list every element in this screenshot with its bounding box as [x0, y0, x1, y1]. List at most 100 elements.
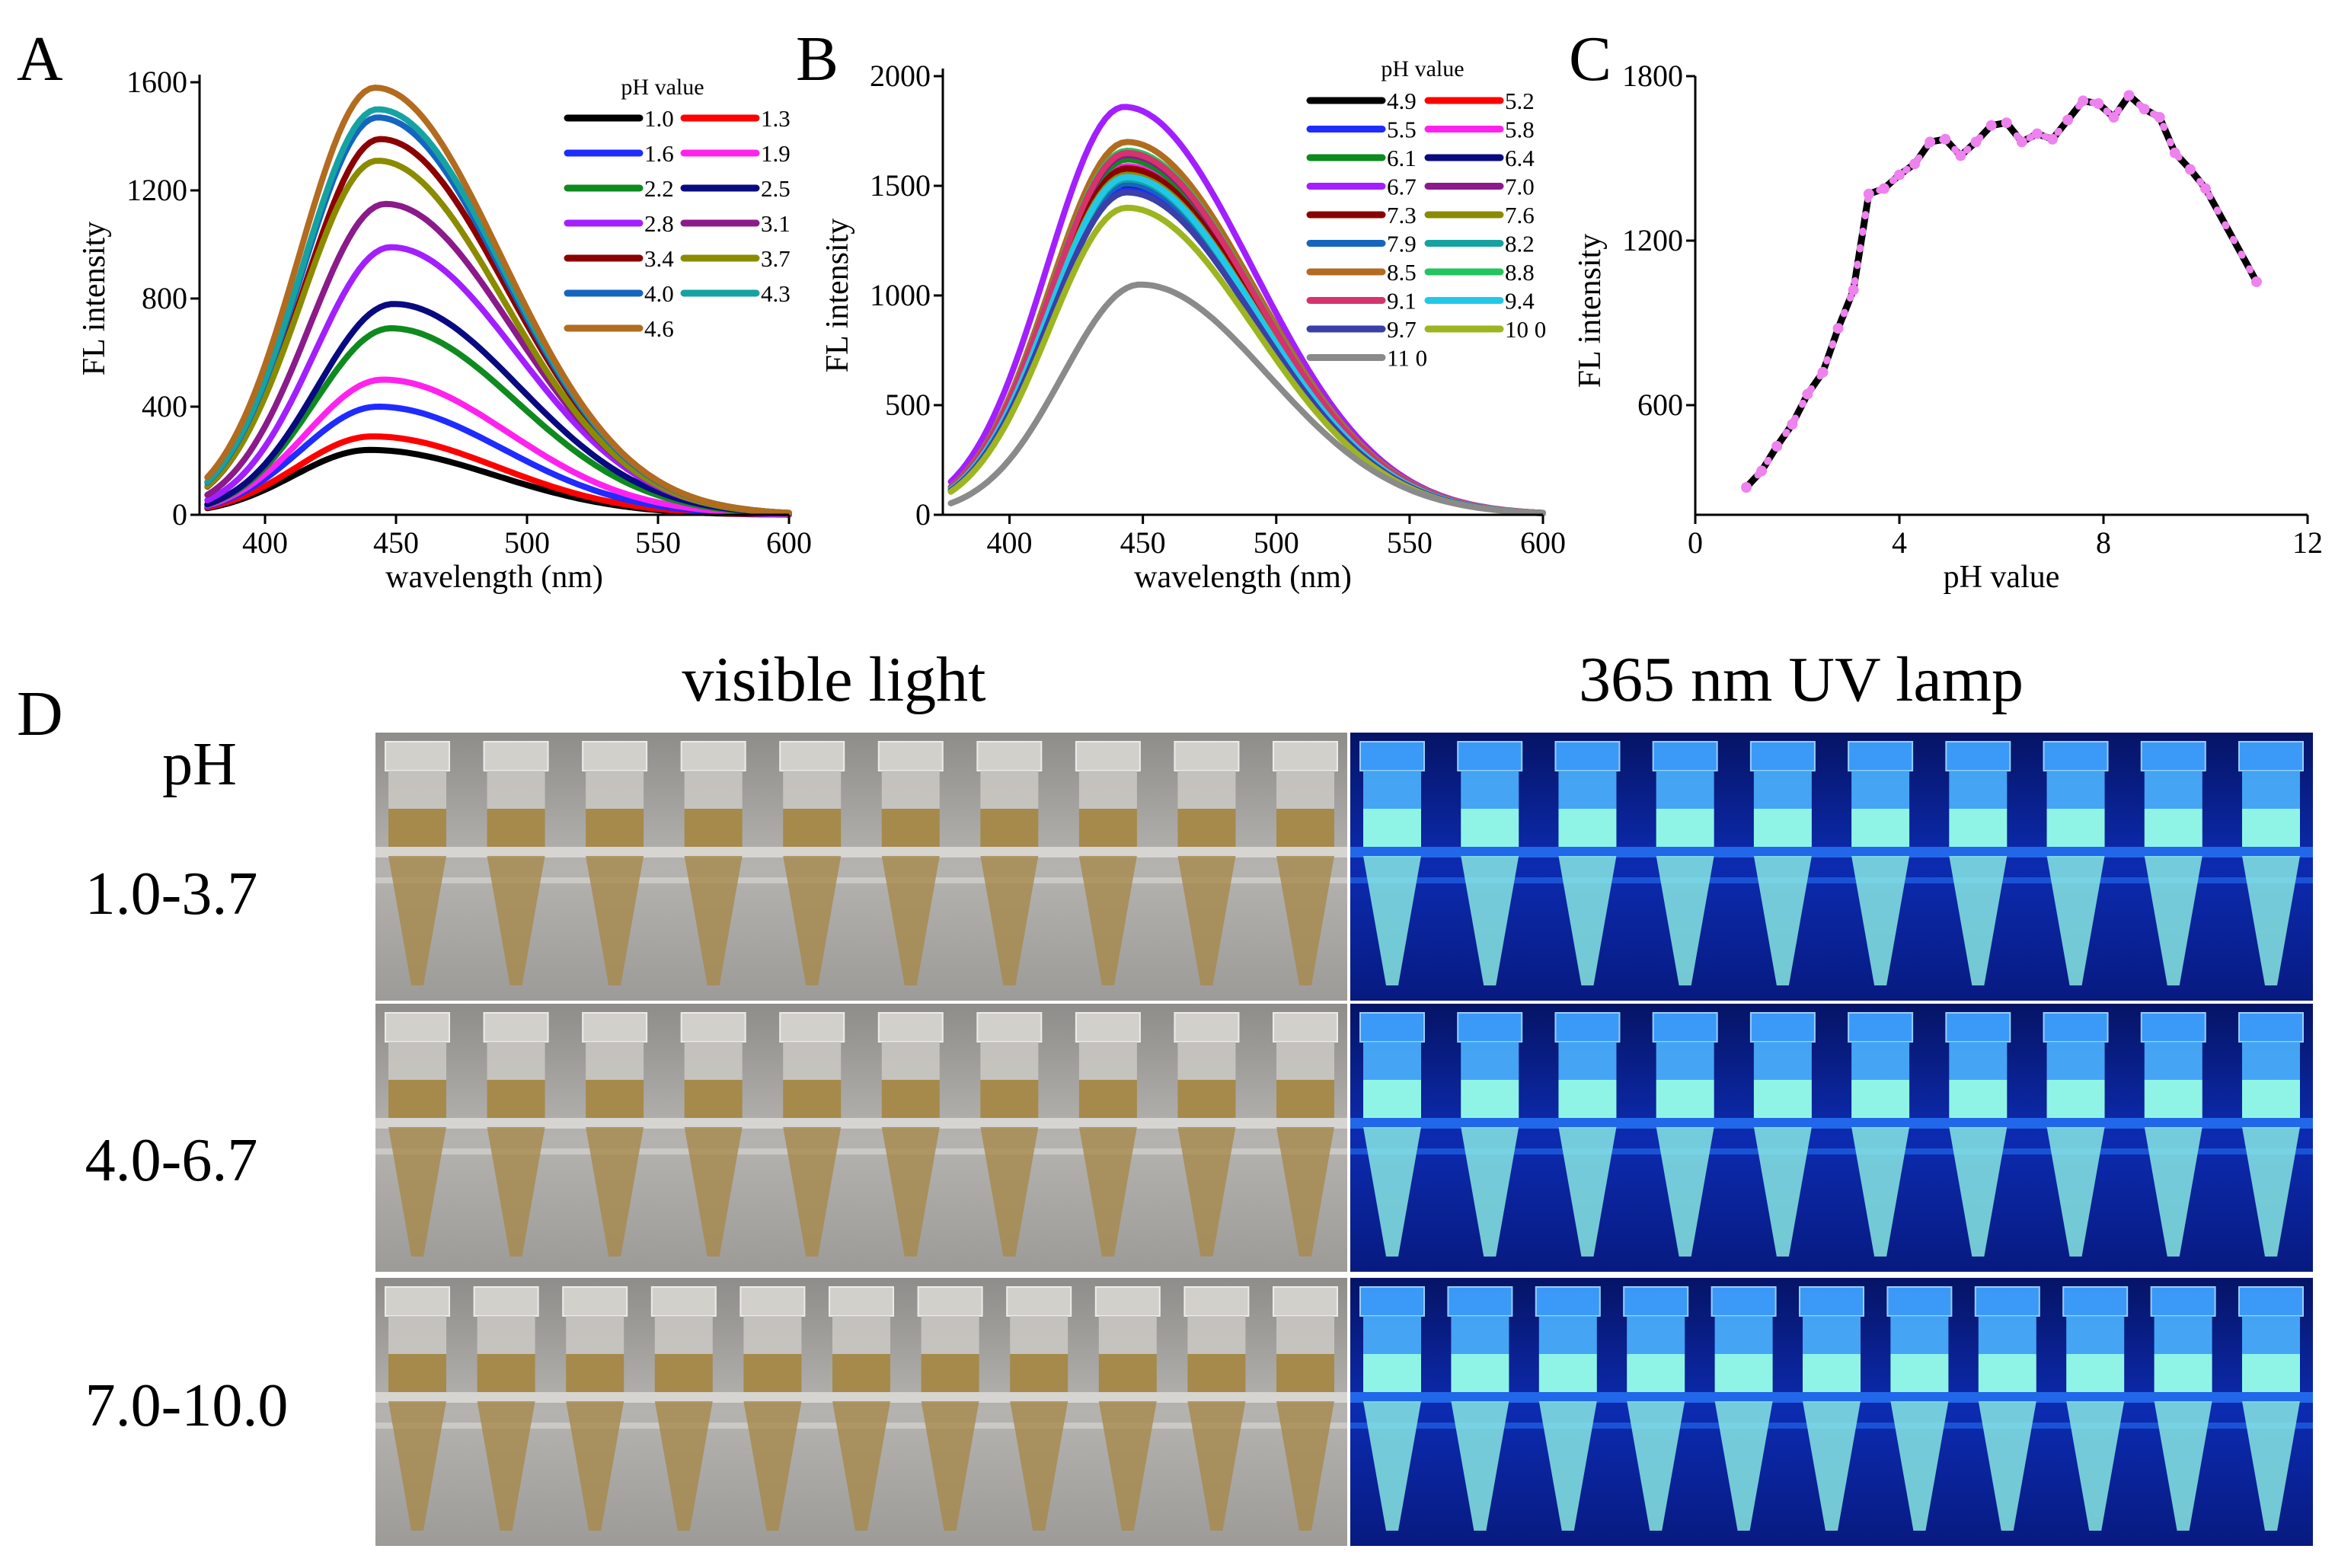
tube-lid [877, 1012, 944, 1043]
x-axis-title: pH value [1944, 560, 2060, 595]
tube [1447, 1286, 1513, 1531]
legend-label-8.5: 8.5 [1387, 259, 1417, 286]
tube-upper-body [2046, 1042, 2105, 1080]
panel-a-axes: 400 450 500 550 600 0 400 800 1200 1600 wavelength… [77, 65, 812, 595]
tube-upper-body [1276, 1042, 1334, 1080]
panel-c-point-ph-4 [1894, 169, 1905, 180]
tube-liquid [477, 1354, 535, 1392]
tube-cone [783, 1127, 842, 1257]
tube-upper-body [1010, 1316, 1068, 1354]
panel-c-point-ph-6.1 [2001, 117, 2012, 129]
tube-cone [2144, 1127, 2202, 1257]
legend-label-3.7: 3.7 [761, 245, 791, 272]
tube-lid [739, 1286, 806, 1317]
tube [2043, 1012, 2109, 1257]
tube-upper-body [2242, 771, 2300, 809]
tube-upper-body [1276, 1316, 1334, 1354]
y-tick-label: 1200 [126, 173, 187, 207]
tube-upper-body [477, 1316, 535, 1354]
tube-lid [779, 741, 845, 771]
tube-liquid [783, 1080, 842, 1118]
tube-liquid [921, 1354, 979, 1392]
tube-upper-body [487, 771, 545, 809]
tube-cone [1627, 1401, 1685, 1531]
panel-c-point-ph-6.4 [2016, 136, 2027, 148]
tube-liquid [1627, 1354, 1685, 1392]
ph-row-heading: pH [162, 731, 237, 798]
tube-liquid [1010, 1354, 1068, 1392]
tube-upper-body [1461, 1042, 1519, 1080]
tube-cone [586, 1127, 644, 1257]
tube [483, 1012, 549, 1257]
tube-lid [2238, 1286, 2304, 1317]
tube-upper-body [1098, 1316, 1157, 1354]
panel-c-point-ph-2.2 [1802, 388, 1813, 400]
tube-lid [2238, 1012, 2304, 1043]
tube-liquid [1098, 1354, 1157, 1392]
tube-liquid [1656, 1080, 1714, 1118]
tube [1749, 1012, 1816, 1257]
tube [385, 741, 450, 985]
legend-label-7.3: 7.3 [1387, 202, 1417, 228]
legend-label-9.7: 9.7 [1387, 316, 1417, 343]
tube-lid [1848, 1012, 1914, 1043]
uv-lamp-title: 365 nm UV lamp [1579, 644, 2024, 715]
tube-cone [1851, 1127, 1910, 1257]
tube-cone [881, 856, 940, 985]
tube-cone [1098, 1401, 1157, 1531]
panel-c-point-ph-9.1 [2154, 112, 2165, 123]
panel-c-point-ph-6.7 [2031, 128, 2043, 139]
tube-lid [1457, 741, 1523, 771]
tube-cone [1949, 856, 2008, 985]
tube [1652, 1012, 1718, 1257]
tube-cone [1978, 1401, 2036, 1531]
tube [385, 1286, 450, 1531]
tube-lid [1359, 741, 1425, 771]
panel-c-point-ph-3.7 [1878, 183, 1889, 194]
tube-liquid [1949, 809, 2008, 847]
tube [917, 1286, 983, 1531]
tube-liquid [487, 1080, 545, 1118]
tube-lid [2140, 1012, 2206, 1043]
tube [1457, 741, 1523, 985]
panel-c-point-ph-2.5 [1817, 366, 1829, 378]
legend-label-4.6: 4.6 [644, 315, 674, 342]
x-axis-title: wavelength (nm) [1134, 560, 1352, 595]
panel-c-point-ph-5.2 [1955, 150, 1966, 161]
tube-lid [650, 1286, 717, 1317]
tube-cone [2242, 1401, 2300, 1531]
tube-lid [2043, 741, 2109, 771]
tube-liquid [1558, 809, 1617, 847]
y-tick-label: 1200 [1622, 223, 1683, 257]
panel-c-point-ph-7.3 [2062, 114, 2074, 126]
tube-upper-body [1753, 771, 1812, 809]
tube-cone [921, 1401, 979, 1531]
legend-label-6.7: 6.7 [1387, 174, 1417, 200]
tube-cone [2046, 1127, 2105, 1257]
tube-liquid [832, 1354, 890, 1392]
rack-bar [1350, 1118, 2313, 1129]
tube [1359, 1286, 1425, 1531]
tube-lid [1273, 741, 1338, 771]
tube-upper-body [566, 1316, 624, 1354]
tube [877, 1012, 944, 1257]
panel-a-legend: pH value 1.0 1.3 1.6 1.9 2.2 2.5 2.8 3.1 3.4 3.7 4.… [564, 75, 791, 342]
tube [1945, 1012, 2011, 1257]
tube [779, 1012, 845, 1257]
y-axis-title: FL intensity [77, 222, 112, 376]
tube-upper-body [1363, 771, 1421, 809]
tube [385, 1012, 450, 1257]
tube [1174, 741, 1240, 985]
tube-liquid [881, 1080, 940, 1118]
legend-label-6.4: 6.4 [1505, 145, 1535, 171]
panel-a-spectra-chart: 400 450 500 550 600 0 400 800 1200 1600 wavelength… [77, 65, 812, 595]
panel-letter-d: D [17, 679, 63, 749]
tube-lid [877, 741, 944, 771]
tube-lid [562, 1286, 628, 1317]
legend-label-1.3: 1.3 [761, 105, 791, 132]
tube-cone [1078, 1127, 1137, 1257]
tube [1799, 1286, 1864, 1531]
legend-label-4.0: 4.0 [644, 280, 674, 307]
tube-upper-body [1078, 1042, 1137, 1080]
rack-bar [1350, 1148, 2313, 1154]
